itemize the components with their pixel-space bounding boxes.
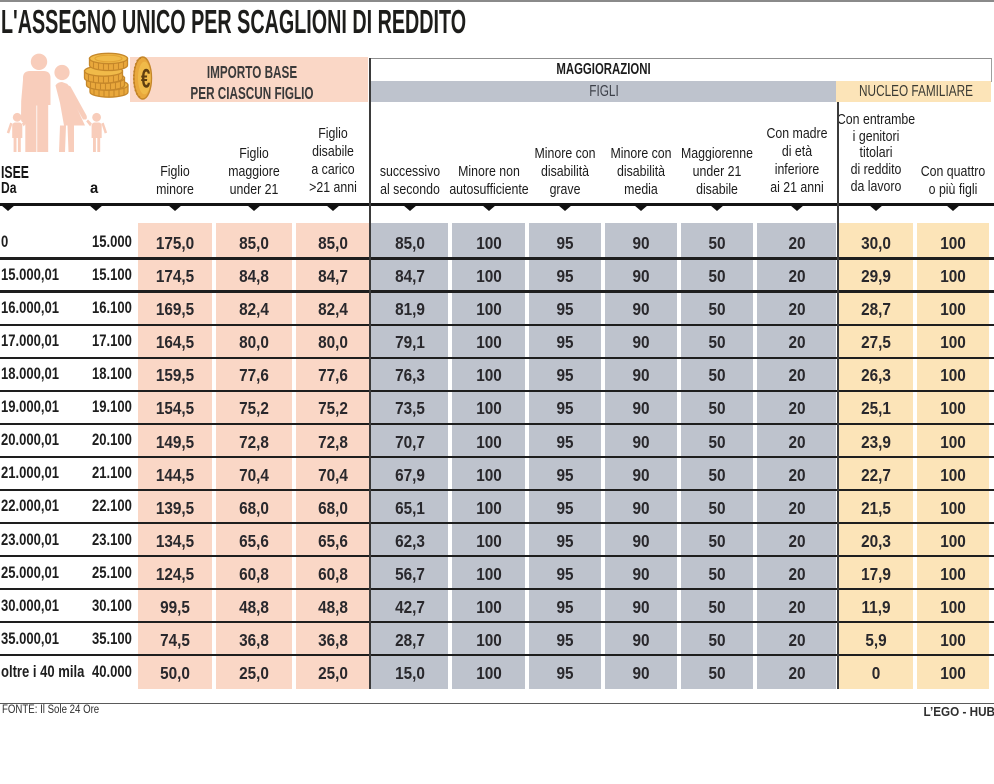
svg-text:€: € (141, 64, 151, 94)
